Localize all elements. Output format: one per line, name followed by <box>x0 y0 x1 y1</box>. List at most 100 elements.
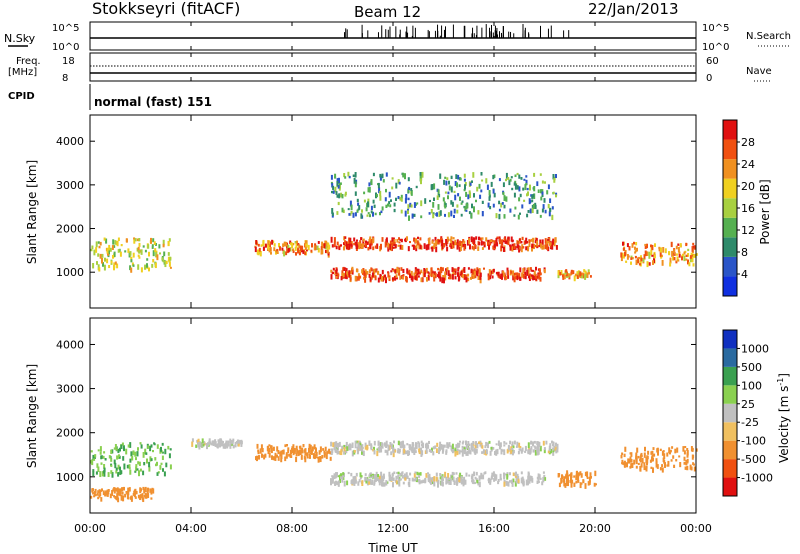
echo-cell <box>534 450 537 456</box>
echo-cell <box>586 272 589 279</box>
echo-cell <box>544 238 547 244</box>
echo-cell <box>124 250 127 253</box>
echo-cell <box>477 210 480 215</box>
echo-cell <box>481 211 484 217</box>
echo-cell <box>337 184 340 189</box>
echo-cell <box>525 237 528 241</box>
echo-cell <box>529 475 532 480</box>
echo-cell <box>533 276 536 280</box>
echo-cell <box>537 481 540 484</box>
echo-cell <box>129 265 132 271</box>
echo-cell <box>367 201 369 208</box>
echo-cell <box>108 244 111 251</box>
echo-cell <box>575 480 578 484</box>
echo-cell <box>502 270 505 274</box>
echo-cell <box>338 246 341 251</box>
echo-cell <box>334 176 337 179</box>
echo-cell <box>563 275 566 280</box>
echo-cell <box>410 190 413 196</box>
echo-cell <box>453 190 456 194</box>
echo-cell <box>430 267 433 273</box>
echo-cell <box>666 452 669 457</box>
ytick-label: 1000 <box>56 471 84 484</box>
echo-cell <box>643 254 646 260</box>
colorbar-tick-label: 20 <box>741 180 755 193</box>
echo-cell <box>522 480 525 486</box>
echo-cell <box>514 183 517 190</box>
echo-cell <box>531 243 534 249</box>
echo-cell <box>563 476 566 482</box>
echo-cell <box>273 243 276 247</box>
echo-cell <box>327 242 330 247</box>
echo-cell <box>331 183 334 188</box>
echo-cell <box>477 481 480 486</box>
colorbar-tick-label: -1000 <box>741 472 773 485</box>
echo-cell <box>116 455 119 460</box>
echo-cell <box>408 186 411 191</box>
echo-cell <box>358 205 361 210</box>
echo-cell <box>683 251 686 255</box>
echo-cell <box>393 241 396 244</box>
echo-cell <box>542 244 545 250</box>
echo-cell <box>151 246 154 249</box>
echo-cell <box>359 442 362 448</box>
echo-cell <box>365 477 368 481</box>
echo-cell <box>237 443 240 447</box>
echo-cell <box>335 268 338 272</box>
colorbar-swatch <box>723 348 737 367</box>
echo-cell <box>364 473 367 476</box>
echo-cell <box>531 199 534 203</box>
echo-cell <box>337 475 340 478</box>
echo-cell <box>97 253 100 257</box>
echo-cell <box>478 481 481 488</box>
echo-cell <box>152 250 155 257</box>
echo-cell <box>544 181 546 184</box>
echo-cell <box>488 244 490 250</box>
echo-cell <box>541 246 544 250</box>
echo-cell <box>438 449 440 455</box>
echo-cell <box>593 482 596 487</box>
echo-cell <box>137 246 140 253</box>
echo-cell <box>353 480 356 486</box>
noise-panel-label: N.Sky <box>4 32 36 45</box>
echo-cell <box>378 482 381 486</box>
echo-cell <box>448 180 450 184</box>
echo-cell <box>650 466 653 469</box>
ytick-label: 3000 <box>56 179 84 192</box>
echo-cell <box>309 444 312 450</box>
echo-cell <box>518 186 521 192</box>
echo-cell <box>114 261 117 265</box>
echo-cell <box>686 458 689 463</box>
echo-cell <box>343 236 346 241</box>
colorbar-tick-label: 4 <box>741 268 748 281</box>
echo-cell <box>474 476 477 480</box>
echo-cell <box>503 204 506 209</box>
echo-cell <box>437 189 440 196</box>
echo-cell <box>644 446 646 452</box>
echo-cell <box>434 445 437 449</box>
echo-cell <box>627 458 630 464</box>
echo-cell <box>210 442 213 446</box>
echo-cell <box>416 272 419 276</box>
echo-cell <box>556 449 558 452</box>
echo-cell <box>448 277 450 280</box>
echo-cell <box>349 200 352 207</box>
echo-cell <box>103 467 106 473</box>
echo-cell <box>385 240 388 243</box>
echo-cell <box>646 460 649 464</box>
echo-cell <box>164 448 167 455</box>
echo-cell <box>381 206 384 211</box>
echo-cell <box>362 238 365 242</box>
echo-cell <box>463 173 466 178</box>
echo-cell <box>137 461 140 465</box>
echo-cell <box>436 442 439 447</box>
echo-cell <box>355 241 358 247</box>
echo-cell <box>460 273 463 278</box>
echo-cell <box>387 203 389 207</box>
echo-cell <box>513 182 516 186</box>
echo-cell <box>127 444 130 448</box>
echo-cell <box>686 465 689 471</box>
echo-cell <box>366 444 369 451</box>
echo-cell <box>542 440 545 446</box>
echo-cell <box>555 442 557 447</box>
